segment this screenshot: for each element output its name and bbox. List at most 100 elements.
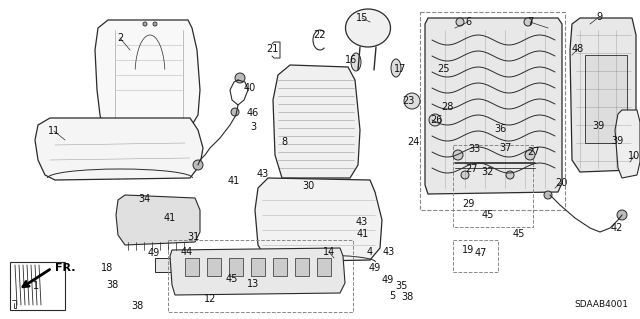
Circle shape [456,18,464,26]
Text: 8: 8 [281,137,287,147]
Text: SDAAB4001: SDAAB4001 [574,300,628,309]
Circle shape [524,18,532,26]
Polygon shape [255,178,382,262]
Text: 17: 17 [394,64,406,74]
Text: 36: 36 [494,124,506,134]
Bar [585,55,627,143]
Bar [273,258,287,276]
Text: 41: 41 [164,213,176,223]
Text: 25: 25 [436,64,449,74]
Bar [229,258,243,276]
Polygon shape [425,18,562,194]
Text: 27: 27 [527,147,540,157]
Bar [420,12,565,210]
Text: 27: 27 [466,164,478,174]
Bar [10,262,65,310]
Bar [453,240,498,272]
Text: 16: 16 [345,55,357,65]
Text: 30: 30 [302,181,314,191]
Text: 21: 21 [266,44,278,54]
Text: 34: 34 [138,194,150,204]
Bar [251,258,265,276]
Text: 49: 49 [148,248,160,258]
Circle shape [544,191,552,199]
Text: 38: 38 [131,301,143,311]
Text: 37: 37 [500,143,512,153]
Text: 3: 3 [250,122,256,132]
Circle shape [235,73,245,83]
Polygon shape [570,18,636,172]
Circle shape [617,210,627,220]
Text: 43: 43 [257,169,269,179]
Text: 40: 40 [244,83,256,93]
Ellipse shape [351,53,361,71]
Text: 35: 35 [396,281,408,291]
Text: FR.: FR. [55,263,76,273]
Text: 45: 45 [513,229,525,239]
Circle shape [143,22,147,26]
Circle shape [231,108,239,116]
Text: 14: 14 [323,247,335,257]
Text: 6: 6 [465,17,471,27]
Circle shape [453,150,463,160]
Bar [168,240,353,312]
Text: 43: 43 [356,217,368,227]
Ellipse shape [391,59,401,77]
Text: 42: 42 [611,223,623,233]
Text: 18: 18 [101,263,113,273]
Text: 23: 23 [402,96,414,106]
Text: 41: 41 [228,176,240,186]
Text: 46: 46 [247,108,259,118]
Text: 47: 47 [475,248,487,258]
Text: 12: 12 [204,294,216,304]
Text: 19: 19 [462,245,474,255]
Circle shape [429,114,441,126]
Ellipse shape [346,9,390,47]
Polygon shape [95,20,200,128]
Polygon shape [35,118,203,180]
Text: 45: 45 [226,274,238,284]
Bar [155,258,190,272]
Polygon shape [170,248,345,295]
Text: 24: 24 [407,137,419,147]
Text: 43: 43 [383,247,395,257]
Text: 11: 11 [48,126,60,136]
Bar [295,258,309,276]
Bar [317,258,331,276]
Text: 5: 5 [389,291,395,301]
Text: 38: 38 [106,280,118,290]
Text: 26: 26 [430,115,442,125]
Text: 1: 1 [33,281,39,291]
Text: 48: 48 [572,44,584,54]
Circle shape [193,160,203,170]
Text: 41: 41 [357,229,369,239]
Circle shape [404,93,420,109]
Circle shape [153,22,157,26]
Bar [453,145,533,227]
Text: 39: 39 [592,121,604,131]
Text: 44: 44 [181,247,193,257]
Text: 39: 39 [611,136,623,146]
Circle shape [525,150,535,160]
Text: 49: 49 [382,275,394,285]
Text: 33: 33 [468,144,480,154]
Text: 7: 7 [527,17,533,27]
Text: 22: 22 [314,30,326,40]
Polygon shape [615,110,640,178]
Text: 32: 32 [482,167,494,177]
Text: 2: 2 [117,33,123,43]
Text: 4: 4 [367,247,373,257]
Text: 10: 10 [628,151,640,161]
Text: 9: 9 [596,12,602,22]
Bar [207,258,221,276]
Circle shape [461,171,469,179]
Text: 15: 15 [356,13,368,23]
Text: 45: 45 [482,210,494,220]
Text: 31: 31 [187,232,199,242]
Text: 20: 20 [555,178,567,188]
Circle shape [506,171,514,179]
Text: 38: 38 [401,292,413,302]
Text: 29: 29 [462,199,474,209]
Polygon shape [273,65,360,178]
Text: 49: 49 [369,263,381,273]
